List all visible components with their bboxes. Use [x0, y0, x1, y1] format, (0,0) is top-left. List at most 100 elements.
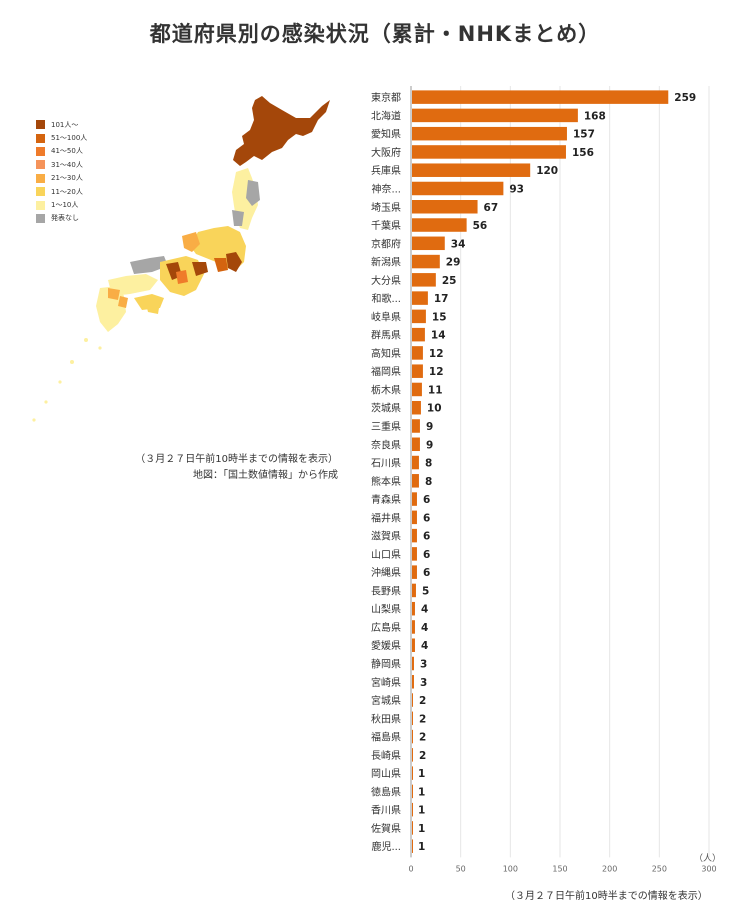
category-label: 熊本県	[371, 475, 401, 488]
value-label: 2	[419, 750, 426, 762]
map-region-aichi	[192, 262, 208, 276]
category-label: 岐阜県	[371, 310, 401, 323]
value-label: 3	[420, 659, 427, 671]
bar	[412, 528, 417, 543]
category-label: 広島県	[371, 621, 401, 634]
bar	[412, 693, 413, 707]
category-label: 北海道	[371, 109, 401, 122]
bar	[412, 748, 413, 762]
value-label: 15	[432, 311, 447, 323]
bar	[412, 218, 467, 232]
category-label: 東京都	[371, 91, 401, 104]
bar	[412, 638, 415, 652]
legend-item: 11～20人	[36, 185, 87, 198]
legend-item: 41～50人	[36, 145, 87, 158]
category-label: 愛媛県	[371, 639, 401, 652]
bar	[412, 309, 426, 324]
category-label: 大阪府	[371, 146, 401, 159]
bar	[412, 254, 440, 269]
bar	[412, 382, 422, 397]
legend-item: 31～40人	[36, 158, 87, 171]
value-label: 67	[484, 202, 499, 214]
category-label: 静岡県	[371, 658, 401, 671]
bar	[412, 729, 413, 744]
value-label: 3	[420, 677, 427, 689]
legend-label: 41～50人	[51, 147, 83, 156]
category-label: 沖縄県	[371, 566, 401, 579]
value-label: 120	[536, 165, 558, 177]
japan-map	[32, 96, 330, 422]
map-region-kanagawa	[214, 258, 228, 272]
category-label: 兵庫県	[371, 164, 401, 177]
category-label: 高知県	[371, 347, 401, 360]
value-label: 6	[423, 494, 430, 506]
legend-label: 101人～	[51, 120, 79, 129]
bar	[412, 126, 567, 141]
category-label: 茨城県	[371, 402, 401, 415]
legend-label: 11～20人	[51, 187, 83, 196]
category-label: 愛知県	[371, 128, 401, 141]
category-label: 佐賀県	[371, 823, 401, 835]
value-label: 2	[419, 713, 426, 725]
legend-item: 21～30人	[36, 172, 87, 185]
bar	[412, 766, 413, 780]
map-region-hokkaido	[233, 96, 330, 166]
bar	[412, 583, 416, 598]
bar	[412, 711, 413, 726]
legend-swatch	[36, 187, 45, 197]
value-label: 6	[423, 549, 430, 561]
value-label: 17	[434, 293, 449, 305]
map-region-kyoto	[176, 270, 188, 284]
category-label: 福岡県	[371, 365, 401, 378]
value-label: 168	[584, 110, 606, 122]
legend-label: 51～100人	[51, 134, 88, 143]
legend-swatch	[36, 133, 45, 143]
category-label: 栃木県	[371, 383, 401, 396]
x-tick-label: 0	[408, 864, 413, 873]
value-label: 6	[423, 512, 430, 524]
legend-swatch	[36, 173, 45, 183]
category-label: 大分県	[371, 274, 401, 287]
bar	[412, 346, 423, 360]
bar	[412, 90, 669, 104]
category-label: 福島県	[371, 731, 401, 744]
bar	[412, 656, 414, 671]
bar	[412, 145, 566, 159]
category-label: 奈良県	[371, 438, 401, 451]
legend-swatch	[36, 120, 45, 130]
bar	[412, 547, 417, 561]
map-region-kochi	[146, 302, 160, 314]
category-label: 三重県	[371, 420, 401, 433]
category-label: 長崎県	[371, 749, 401, 762]
x-axis-unit: （人）	[694, 854, 722, 864]
value-label: 1	[418, 823, 425, 835]
page-title: 都道府県別の感染状況（累計・NHKまとめ）	[149, 22, 601, 46]
category-label: 岡山県	[371, 768, 401, 780]
value-label: 9	[426, 439, 433, 451]
value-label: 56	[473, 220, 488, 232]
bar	[412, 474, 419, 488]
category-label: 福井県	[371, 511, 401, 524]
bar	[412, 400, 421, 415]
bar	[412, 291, 428, 305]
value-label: 12	[429, 366, 444, 378]
legend-swatch	[36, 200, 45, 210]
bar	[412, 601, 415, 616]
legend-swatch	[36, 213, 45, 223]
value-label: 6	[423, 531, 430, 543]
map-note-source: 地図：「国土数値情報」から作成	[193, 470, 338, 481]
bar	[412, 510, 417, 525]
legend-label: 1～10人	[51, 201, 79, 210]
category-label: 香川県	[371, 805, 401, 817]
chart-note-date: （３月２７日午前10時半までの情報を表示）	[505, 891, 708, 902]
bar	[412, 821, 413, 835]
bar	[412, 163, 531, 177]
legend-item: 発表なし	[36, 212, 87, 225]
value-label: 1	[418, 805, 425, 817]
category-label: 山口県	[371, 549, 401, 561]
x-tick-label: 100	[503, 864, 518, 873]
bar	[412, 784, 413, 799]
value-label: 14	[431, 330, 446, 342]
bar	[412, 236, 445, 251]
bar	[412, 802, 413, 817]
